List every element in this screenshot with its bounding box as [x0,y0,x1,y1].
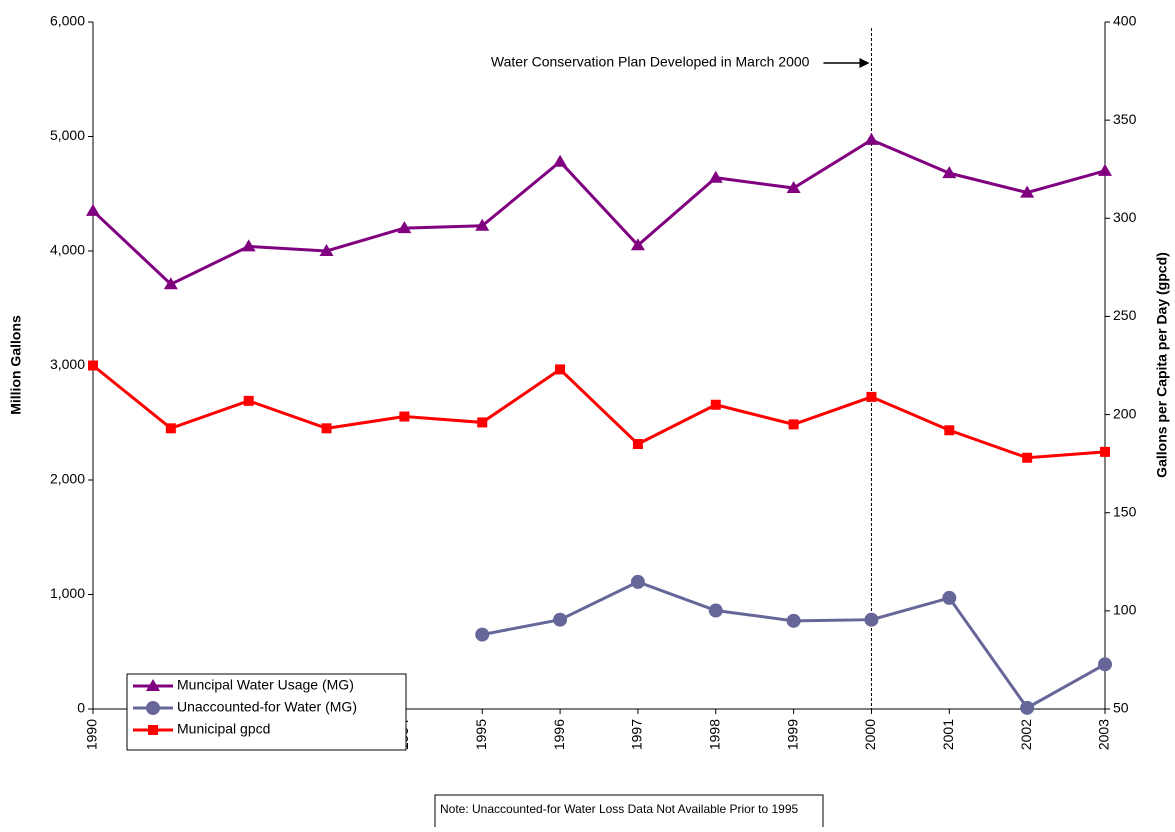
y-axis-label: Million Gallons [8,315,24,415]
y2-tick-label: 250 [1113,307,1137,323]
legend-box [126,673,407,751]
y2-tick-label: 150 [1113,503,1137,519]
data-point [632,439,643,450]
data-point [866,391,877,402]
y2-axis-label: Gallons per Capita per Day (gpcd) [1154,252,1170,478]
x-tick-label: 1995 [473,719,489,750]
legend-label: Municipal gpcd [177,721,270,737]
data-point [319,244,334,256]
data-point [243,395,254,406]
data-point [321,423,332,434]
data-point [942,166,957,179]
data-point [708,170,723,183]
note: Note: Unaccounted-for Water Loss Data No… [440,802,799,816]
data-point [397,221,412,234]
data-point [163,277,178,290]
x-tick-label: 2001 [940,719,956,750]
legend-marker [146,701,160,715]
data-point [864,612,879,627]
x-tick-label: 1996 [551,719,567,750]
legend-label: Unaccounted-for Water (MG) [177,699,357,715]
data-point [864,132,879,145]
x-tick-label: 1990 [84,719,100,750]
data-point [630,574,645,589]
data-point [786,181,801,194]
y-tick-label: 4,000 [50,242,85,258]
data-point [944,425,955,436]
data-point [553,612,568,627]
data-point [553,154,568,167]
legend-marker [148,725,158,735]
x-tick-label: 1998 [706,719,722,750]
data-point [1098,657,1112,672]
note-box [434,794,824,832]
legend-label: Muncipal Water Usage (MG) [177,677,354,693]
data-point [1022,452,1033,463]
series-line [92,364,1106,460]
data-point [710,399,721,410]
annotation-arrowhead [859,58,870,68]
y2-tick-label: 200 [1113,405,1137,421]
data-point [477,417,488,428]
data-point [708,603,723,618]
data-point [942,590,957,605]
x-tick-label: 1999 [784,719,800,750]
y-tick-label: 3,000 [50,356,85,372]
data-point [241,239,256,252]
data-point [630,238,645,251]
data-point [88,360,98,371]
y2-tick-label: 300 [1113,209,1137,225]
y2-tick-label: 50 [1113,700,1129,716]
y2-tick-label: 100 [1113,602,1137,618]
data-point [165,423,176,434]
y-tick-label: 2,000 [50,471,85,487]
x-tick-label: 2000 [862,719,878,750]
data-point [788,419,799,430]
x-tick-label: 2003 [1096,719,1112,750]
data-point [475,627,490,642]
y-tick-label: 6,000 [50,13,85,29]
x-tick-label: 1997 [629,719,645,750]
y-tick-label: 0 [77,700,85,716]
data-point [399,411,410,422]
data-point [555,364,566,375]
y2-tick-label: 350 [1113,111,1137,127]
legend-marker [146,679,160,691]
data-point [1098,163,1112,176]
data-point [786,613,801,628]
series-line [481,580,1106,710]
x-tick-label: 2002 [1018,719,1034,750]
annotation: Water Conservation Plan Developed in Mar… [491,54,810,70]
data-point [1020,700,1035,715]
data-point [1020,185,1035,198]
data-point [475,218,490,231]
data-point [86,203,100,216]
y2-tick-label: 400 [1113,13,1137,29]
series-line [91,138,1106,287]
data-point [1100,446,1110,457]
y-tick-label: 1,000 [50,585,85,601]
y-tick-label: 5,000 [50,127,85,143]
